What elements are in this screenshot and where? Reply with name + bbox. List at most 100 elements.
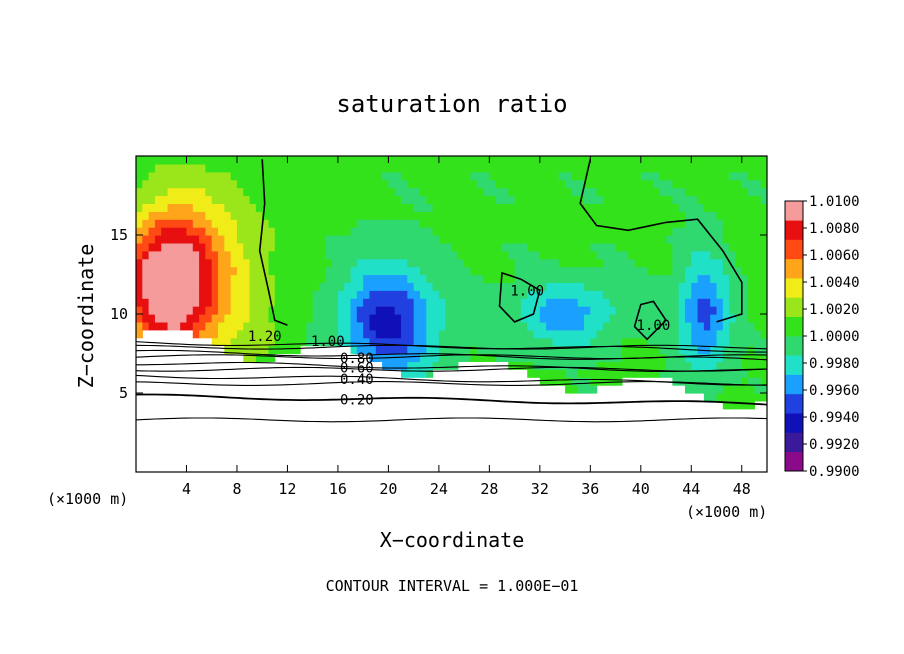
field-cell (230, 171, 238, 181)
field-cell (375, 337, 383, 347)
field-cell (672, 329, 680, 339)
field-cell (533, 179, 541, 189)
field-cell (508, 258, 516, 268)
field-cell (300, 163, 307, 173)
field-cell (634, 282, 642, 291)
field-cell (602, 282, 610, 291)
field-cell (647, 274, 655, 283)
field-cell (602, 187, 610, 197)
field-cell (388, 156, 396, 165)
field-cell (748, 337, 755, 347)
field-cell (722, 219, 730, 228)
field-cell (464, 282, 472, 291)
field-cell (735, 163, 743, 173)
field-cell (211, 156, 219, 165)
field-cell (464, 321, 472, 331)
field-cell (634, 361, 642, 370)
field-cell (331, 235, 339, 244)
field-cell (722, 203, 730, 212)
field-cell (615, 345, 623, 355)
field-cell (527, 337, 535, 347)
field-cell (697, 163, 705, 173)
field-cell (445, 306, 453, 315)
field-cell (274, 290, 282, 299)
field-cell (520, 227, 528, 236)
field-cell (609, 163, 617, 173)
field-cell (451, 187, 459, 197)
field-cell (318, 329, 326, 339)
field-cell (653, 227, 661, 236)
field-cell (438, 187, 446, 197)
field-cell (722, 235, 730, 244)
field-cell (186, 195, 194, 204)
field-cell (703, 290, 711, 299)
field-cell (697, 211, 705, 220)
field-cell (394, 329, 402, 339)
field-cell (584, 250, 591, 260)
field-cell (659, 329, 667, 339)
field-cell (306, 250, 314, 260)
field-cell (735, 337, 743, 347)
field-cell (735, 171, 743, 181)
field-cell (167, 266, 175, 276)
field-cell (218, 195, 225, 204)
field-cell (356, 163, 364, 173)
field-cell (401, 282, 408, 291)
field-cell (363, 321, 371, 331)
field-cell (590, 219, 598, 228)
field-cell (262, 171, 270, 181)
field-cell (672, 235, 680, 244)
field-cell (445, 195, 453, 204)
field-cell (716, 369, 724, 378)
field-cell (262, 179, 270, 189)
field-cell (678, 369, 686, 378)
field-cell (489, 290, 497, 299)
field-cell (432, 250, 440, 260)
field-cell (382, 282, 389, 291)
field-cell (602, 179, 610, 189)
field-cell (546, 187, 554, 197)
field-cell (136, 250, 143, 260)
field-cell (741, 282, 749, 291)
field-cell (684, 377, 692, 386)
field-cell (457, 274, 465, 283)
field-cell (552, 156, 560, 165)
field-cell (192, 242, 200, 252)
field-cell (224, 321, 232, 331)
field-cell (678, 171, 686, 181)
field-cell (413, 361, 421, 370)
field-cell (748, 219, 755, 228)
field-cell (300, 156, 307, 165)
field-cell (514, 337, 522, 347)
field-cell (306, 163, 314, 173)
field-cell (356, 306, 364, 315)
field-cell (716, 361, 724, 370)
field-cell (337, 290, 345, 299)
field-cell (180, 187, 188, 197)
field-cell (464, 171, 472, 181)
field-cell (470, 290, 478, 299)
field-cell (539, 377, 547, 386)
field-cell (224, 219, 232, 228)
field-cell (451, 298, 459, 307)
field-cell (684, 306, 692, 315)
field-cell (514, 163, 522, 173)
field-cell (167, 258, 175, 268)
field-cell (546, 235, 554, 244)
field-cell (470, 282, 478, 291)
field-cell (293, 314, 301, 323)
field-cell (672, 337, 680, 347)
field-cell (533, 306, 541, 315)
field-cell (274, 274, 282, 283)
field-cell (255, 290, 263, 299)
field-cell (363, 329, 371, 339)
field-cell (565, 171, 572, 181)
field-cell (710, 156, 718, 165)
field-cell (508, 156, 516, 165)
field-cell (432, 195, 440, 204)
field-cell (136, 290, 143, 299)
field-cell (186, 306, 194, 315)
field-cell (205, 290, 213, 299)
field-cell (230, 250, 238, 260)
field-cell (369, 187, 377, 197)
